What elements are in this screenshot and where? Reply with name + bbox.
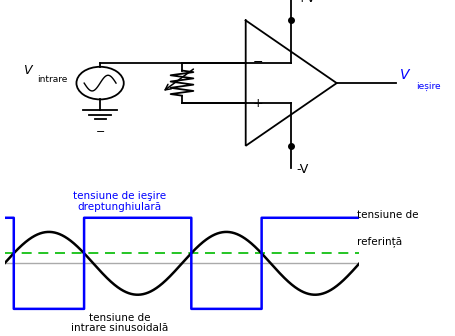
Text: tensiune de: tensiune de bbox=[357, 210, 419, 220]
Text: +: + bbox=[253, 97, 263, 110]
Text: intrare: intrare bbox=[37, 76, 68, 84]
Text: ieșire: ieșire bbox=[416, 82, 441, 91]
Text: -V: -V bbox=[297, 163, 309, 176]
Text: V: V bbox=[400, 68, 410, 82]
Text: intrare sinusoidală: intrare sinusoidală bbox=[71, 323, 168, 333]
Text: +V: +V bbox=[297, 0, 316, 5]
Text: tensiune de ieşire: tensiune de ieşire bbox=[73, 191, 167, 201]
Text: −: − bbox=[96, 127, 105, 137]
Text: referință: referință bbox=[357, 237, 402, 247]
Text: dreptunghiulară: dreptunghiulară bbox=[78, 202, 162, 212]
Text: −: − bbox=[253, 56, 263, 69]
Text: V: V bbox=[23, 64, 31, 77]
Text: tensiune de: tensiune de bbox=[89, 313, 151, 323]
